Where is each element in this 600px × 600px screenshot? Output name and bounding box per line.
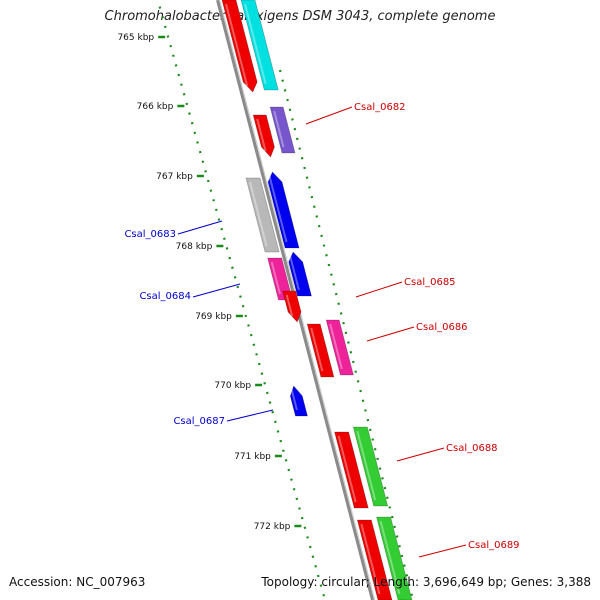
gene-label-leader <box>396 447 445 462</box>
gene-feature[interactable] <box>240 0 279 91</box>
gene-label-leader <box>177 220 223 235</box>
tick-label: 767 kbp <box>156 172 193 182</box>
gene-feature-shine <box>273 110 285 148</box>
gene-label[interactable]: Csal_0684 <box>139 291 191 302</box>
dotted-guide-1 <box>156 0 327 600</box>
tick-label: 766 kbp <box>137 102 174 112</box>
gene-feature-shine <box>356 430 377 501</box>
gene-label-leader <box>366 326 415 342</box>
gene-feature-shine <box>244 3 267 85</box>
map-title: Chromohalobacter salexigens DSM 3043, co… <box>104 9 496 24</box>
gene-feature[interactable] <box>267 171 300 249</box>
gene-label-leader <box>418 544 467 558</box>
gene-features <box>221 0 413 600</box>
tick-label: 765 kbp <box>117 33 154 43</box>
tick-label: 771 kbp <box>234 452 271 462</box>
gene-feature-shine <box>225 3 249 87</box>
tick-label: 768 kbp <box>176 242 213 252</box>
gene-feature-shine <box>289 255 300 291</box>
dotted-guide-lines <box>156 0 415 600</box>
tick-label: 770 kbp <box>214 381 251 391</box>
gene-feature[interactable] <box>356 519 393 600</box>
gene-labels: Csal_0682 Csal_0683 Csal_0684 Csal_0685 Csal… <box>124 102 520 558</box>
gene-label[interactable]: Csal_0685 <box>404 277 456 288</box>
gene-feature[interactable] <box>245 177 280 253</box>
genome-summary-text: Topology: circular; Length: 3,696,649 bp… <box>261 575 591 589</box>
gene-label[interactable]: Csal_0683 <box>124 229 176 240</box>
gene-feature[interactable] <box>269 106 296 154</box>
gene-feature-shine <box>256 118 267 152</box>
gene-feature-shine <box>360 523 381 595</box>
gene-feature-shine <box>379 520 401 595</box>
gene-label-leader <box>192 283 241 298</box>
gene-feature-shine <box>268 175 288 243</box>
gene-feature-shine <box>337 435 357 503</box>
gene-feature[interactable] <box>252 114 275 158</box>
gene-label-leader <box>355 281 403 298</box>
gene-feature[interactable] <box>334 431 369 509</box>
tick-label: 769 kbp <box>195 312 232 322</box>
gene-label[interactable]: Csal_0687 <box>173 416 225 427</box>
gene-feature[interactable] <box>352 426 389 507</box>
gene-feature-shine <box>270 261 281 295</box>
gene-feature[interactable] <box>376 516 413 600</box>
gene-label[interactable]: Csal_0686 <box>416 322 468 333</box>
gene-feature-shine <box>290 389 298 411</box>
gene-feature[interactable] <box>289 385 308 417</box>
gene-label[interactable]: Csal_0689 <box>468 540 520 551</box>
dotted-guide-2 <box>278 69 415 600</box>
gene-label-leader <box>305 106 353 125</box>
gene-label-leader <box>226 409 274 422</box>
gene-label[interactable]: Csal_0682 <box>354 102 406 113</box>
gene-feature-shine <box>285 294 294 317</box>
gene-label[interactable]: Csal_0688 <box>446 443 498 454</box>
gene-feature-shine <box>329 323 343 370</box>
accession-text: Accession: NC_007963 <box>9 575 146 589</box>
scale-ticks: 765 kbp 766 kbp 767 kbp 768 kbp 769 kbp 770 k… <box>117 33 302 532</box>
gene-feature[interactable] <box>325 319 354 376</box>
gene-feature-shine <box>249 181 268 247</box>
gene-feature[interactable] <box>306 323 335 378</box>
gene-feature[interactable] <box>221 0 258 93</box>
gene-feature[interactable] <box>288 251 312 297</box>
gene-feature[interactable] <box>282 290 302 323</box>
tick-label: 772 kbp <box>254 522 291 532</box>
gene-feature-shine <box>310 327 324 372</box>
